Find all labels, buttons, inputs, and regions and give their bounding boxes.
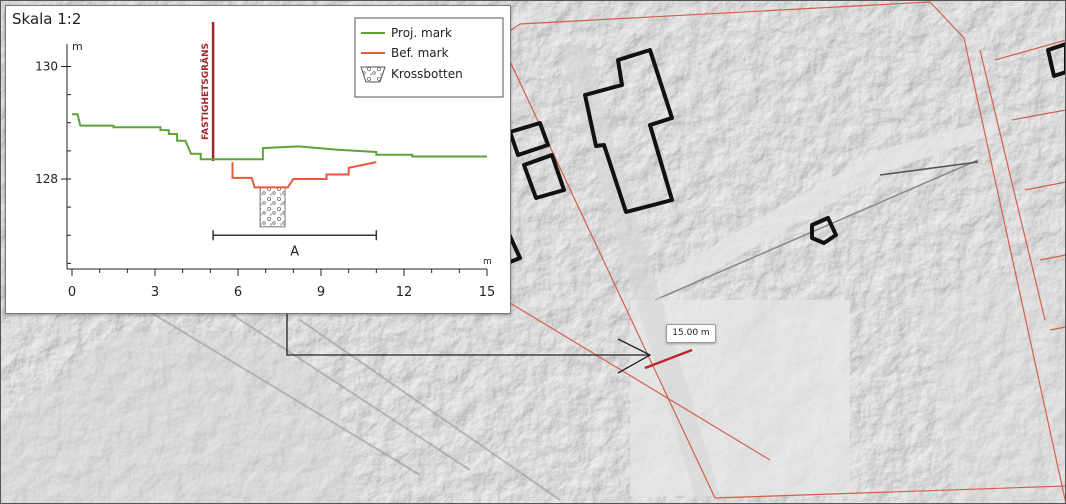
- connector-arrow: [286, 313, 652, 374]
- x-tick-label: 6: [234, 285, 242, 300]
- profile-panel: Skala 1:2 m 128 130 m 0 3 6 9 12 15 FASTIGHETS…: [5, 5, 511, 314]
- measurement-label: 15.00 m: [666, 324, 716, 343]
- road-edge: [879, 161, 979, 176]
- gravel-bed-trench: [259, 186, 286, 228]
- y-ticks: 128 130: [35, 60, 71, 186]
- legend-label-proj: Proj. mark: [391, 26, 452, 40]
- y-minor-ticks: [67, 94, 71, 264]
- ditch: [560, 40, 720, 500]
- x-tick-label: 9: [317, 285, 325, 300]
- measure-line[interactable]: [644, 348, 693, 370]
- legend-label-bef: Bef. mark: [391, 46, 449, 60]
- x-tick-label: 15: [479, 285, 496, 300]
- road-edge: [654, 159, 979, 301]
- property-boundary-label: FASTIGHETSGRÄNS: [200, 43, 211, 140]
- field-area-right: [920, 260, 1066, 504]
- field-area: [0, 330, 360, 504]
- x-tick-label: 0: [68, 285, 76, 300]
- road-band: [630, 120, 1000, 345]
- x-tick-label: 12: [396, 285, 413, 300]
- parcel-boundaries: [498, 1, 1066, 504]
- dimension-a: [212, 230, 378, 241]
- scale-label: Skala 1:2: [12, 10, 81, 28]
- legend: Proj. mark Bef. mark Krossbotten: [354, 17, 504, 98]
- x-ticks: 0 3 6 9 12 15: [68, 269, 495, 300]
- legend-label-gravel: Krossbotten: [391, 67, 463, 81]
- profile-series: [72, 113, 487, 189]
- y-tick-label: 128: [35, 172, 58, 186]
- x-unit-label: m: [483, 257, 492, 267]
- x-tick-label: 3: [151, 285, 159, 300]
- legend-box: [354, 17, 504, 98]
- series-line-bef-mark: [231, 161, 377, 189]
- field-edge: [149, 299, 561, 501]
- y-unit-label: m: [72, 40, 83, 53]
- x-minor-ticks: [99, 269, 460, 273]
- y-tick-label: 130: [35, 60, 58, 74]
- terrain-profile-chart: Skala 1:2 m 128 130 m 0 3 6 9 12 15 FASTIGHETS…: [12, 10, 504, 300]
- legend-swatch-gravel: [360, 66, 386, 83]
- series-line-proj-mark: [72, 113, 487, 161]
- dimension-label: A: [290, 244, 299, 259]
- smooth-field: [630, 300, 850, 496]
